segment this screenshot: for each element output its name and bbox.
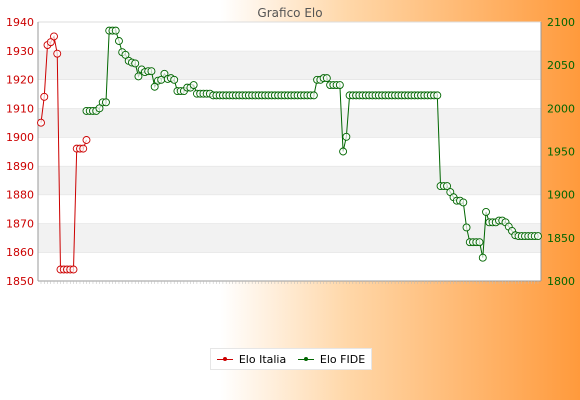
left-tick-label: 1900 — [6, 131, 34, 144]
grid-band — [38, 137, 541, 166]
data-point — [309, 91, 318, 100]
data-point — [50, 32, 58, 41]
left-tick-label: 1910 — [6, 102, 34, 115]
left-axis-ticks: 1850 1860 1870 1880 1890 1900 1910 1920 1930 1940 — [6, 16, 34, 288]
right-tick-label: 1800 — [547, 275, 575, 288]
data-point — [534, 232, 542, 241]
data-point — [102, 98, 110, 107]
grid-band — [38, 252, 541, 281]
data-point — [115, 37, 123, 45]
data-point — [53, 49, 62, 58]
series-elo-italia — [37, 32, 91, 274]
x-axis-ticks — [40, 281, 539, 284]
right-tick-label: 1900 — [547, 189, 575, 202]
data-point — [79, 144, 88, 153]
grid-band — [38, 108, 541, 138]
left-tick-label: 1880 — [6, 189, 34, 202]
left-tick-label: 1930 — [6, 45, 34, 58]
right-axis-ticks: 1800 1850 1900 1950 2000 2050 2100 — [547, 16, 575, 288]
data-point — [95, 104, 104, 113]
grid-band — [38, 50, 541, 80]
chart-title: Grafico Elo — [257, 6, 322, 20]
left-tick-label: 1850 — [6, 275, 34, 288]
left-tick-label: 1940 — [6, 16, 34, 29]
series-layer — [37, 26, 542, 274]
right-tick-label: 1950 — [547, 146, 575, 159]
data-point — [150, 82, 159, 91]
data-point — [121, 50, 130, 59]
chart-legend: Elo Italia Elo FIDE — [210, 348, 372, 370]
left-tick-label: 1920 — [6, 74, 34, 87]
data-point — [147, 67, 156, 76]
legend-item-elo-fide: Elo FIDE — [297, 352, 366, 366]
data-point — [111, 26, 120, 35]
data-point — [189, 81, 198, 89]
right-tick-label: 1850 — [547, 232, 575, 245]
grid-band — [38, 22, 541, 51]
legend-item-elo-italia: Elo Italia — [216, 352, 287, 366]
left-tick-label: 1890 — [6, 160, 34, 173]
data-point — [131, 59, 140, 68]
data-point — [37, 118, 45, 127]
data-point — [322, 74, 331, 83]
right-tick-label: 2000 — [547, 102, 575, 115]
grid-band — [38, 165, 541, 195]
data-point — [482, 207, 490, 216]
right-tick-label: 2050 — [547, 59, 575, 72]
data-point — [462, 223, 471, 232]
data-point — [342, 132, 351, 141]
data-point — [478, 253, 487, 262]
data-point — [134, 72, 143, 81]
data-point — [459, 198, 468, 207]
data-point — [335, 81, 344, 89]
data-point — [475, 238, 484, 247]
left-tick-label: 1870 — [6, 217, 34, 230]
data-point — [40, 92, 49, 101]
data-point — [433, 91, 442, 100]
series-elo-fide — [82, 26, 542, 262]
grid-bands — [38, 21, 541, 281]
data-point — [46, 38, 55, 47]
legend-swatch-elo-fide — [297, 355, 314, 364]
data-point — [82, 136, 91, 144]
legend-swatch-elo-italia — [216, 355, 233, 364]
legend-label-elo-italia: Elo Italia — [238, 352, 287, 366]
data-point — [339, 147, 348, 156]
right-tick-label: 2100 — [547, 16, 575, 29]
grid-band — [38, 223, 541, 253]
data-point — [170, 75, 179, 84]
left-tick-label: 1860 — [6, 246, 34, 259]
legend-label-elo-fide: Elo FIDE — [319, 352, 366, 366]
data-point — [443, 182, 451, 190]
data-point — [69, 265, 78, 274]
